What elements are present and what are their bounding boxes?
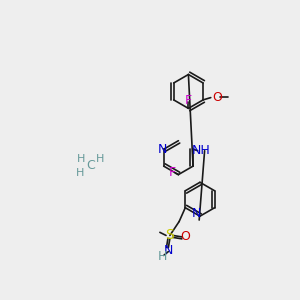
Text: N: N [191, 207, 201, 220]
Text: O: O [180, 230, 190, 244]
Text: H: H [76, 168, 84, 178]
Text: H: H [77, 154, 86, 164]
Text: N: N [158, 143, 167, 156]
Text: O: O [212, 91, 222, 104]
Text: F: F [185, 94, 192, 107]
Text: S: S [166, 228, 174, 242]
Text: N: N [164, 244, 173, 257]
Text: F: F [169, 166, 176, 179]
Text: H: H [96, 154, 104, 164]
Text: H: H [158, 250, 167, 263]
Text: NH: NH [191, 144, 210, 157]
Text: C: C [86, 159, 95, 172]
